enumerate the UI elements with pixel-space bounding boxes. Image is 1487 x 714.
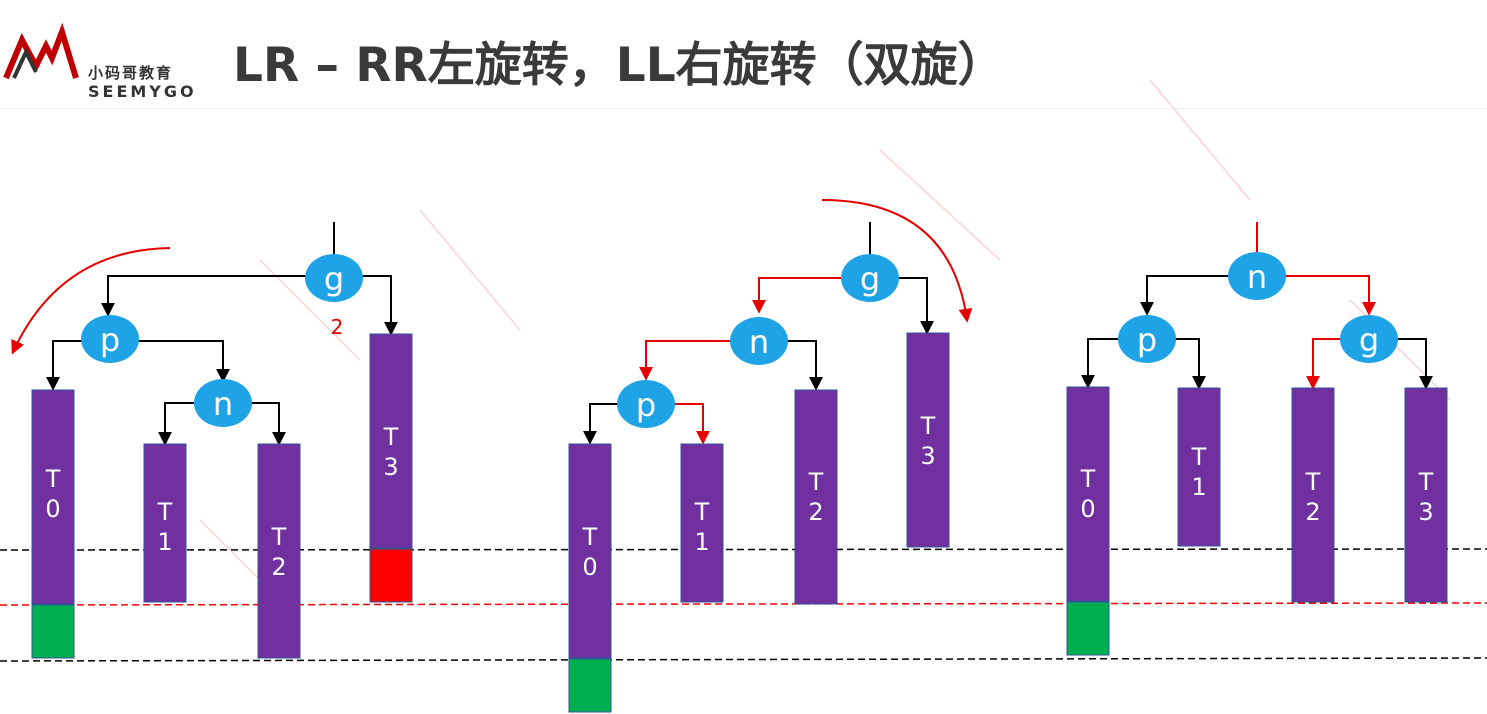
rotate-left-arrow (11, 247, 171, 355)
node-n-3 (1228, 252, 1286, 300)
edge-p-t1-3 (1175, 338, 1206, 390)
edge-n-p-3 (1140, 275, 1229, 316)
node-p-3-label: p (1137, 321, 1157, 359)
node-g (305, 254, 363, 302)
node-n (194, 379, 252, 427)
subtree-t0-2-extra (568, 658, 612, 713)
edge-g-p (101, 275, 306, 317)
edge-g-t3 (362, 275, 398, 336)
node-n-2-label: n (749, 323, 769, 361)
node-p-2-label: p (636, 386, 656, 424)
node-p-3 (1118, 315, 1176, 363)
edge-p-t0 (46, 340, 82, 391)
subtree-t1-3 (1177, 387, 1221, 547)
page-title: LR – RR左旋转，LL右旋转（双旋） (233, 38, 1005, 93)
edge-p-t0-3 (1081, 338, 1119, 389)
imbalance-factor-label: 2 (331, 315, 344, 339)
node-n-2 (730, 317, 788, 365)
logo-mark-icon (3, 22, 79, 80)
edge-p-t0-2 (583, 403, 618, 445)
node-n-3-label: n (1247, 258, 1267, 296)
node-p-2 (617, 380, 675, 428)
edge-n-t1 (158, 402, 194, 446)
level-line-bottom (0, 657, 1487, 662)
slide-header: 小码哥教育 SEEMYGO LR – RR左旋转，LL右旋转（双旋） (0, 0, 1487, 110)
logo-chinese-text: 小码哥教育 (88, 64, 174, 82)
edge-n-t2-2 (787, 340, 823, 391)
edge-n-p-2 (639, 340, 731, 381)
subtree-t2-3 (1291, 387, 1335, 603)
edge-g-t2-3 (1306, 338, 1341, 390)
subtree-t3 (369, 333, 413, 549)
subtree-t0-3 (1066, 386, 1110, 602)
node-g-3 (1340, 315, 1398, 363)
node-g-label: g (324, 260, 344, 298)
edge-n-t2 (252, 402, 286, 446)
level-line-top (0, 548, 1487, 551)
logo-brand-text: SEEMYGO (88, 82, 197, 101)
node-g-2 (841, 254, 899, 302)
node-g-2-label: g (860, 260, 880, 298)
seemygo-logo: 小码哥教育 SEEMYGO (0, 22, 215, 101)
subtree-t0-3-extra (1066, 601, 1110, 656)
node-p (81, 315, 139, 363)
watermark (199, 79, 1451, 621)
subtree-t1 (143, 443, 187, 603)
level-line-red (0, 602, 1487, 606)
edge-g-n-2 (752, 277, 842, 314)
subtree-t3-extra (369, 548, 413, 603)
subtree-t2 (257, 443, 301, 659)
subtree-t3-2 (906, 332, 950, 548)
subtree-t0-2 (568, 443, 612, 659)
edge-p-t1-2 (674, 403, 710, 445)
edge-n-g-3 (1285, 275, 1376, 316)
rotate-right-arrow (821, 199, 973, 323)
header-divider (0, 108, 1487, 109)
subtree-t0 (31, 389, 75, 605)
subtree-t0-extra (31, 604, 75, 659)
node-p-label: p (100, 321, 120, 359)
node-n-label: n (213, 385, 233, 423)
node-g-3-label: g (1359, 321, 1379, 359)
subtree-t2-2 (794, 389, 838, 605)
edge-p-n (138, 340, 230, 383)
subtree-t3-3 (1404, 387, 1448, 603)
subtree-t1-2 (680, 443, 724, 603)
edge-g-t3-2 (898, 277, 934, 335)
edge-g-t3-3 (1397, 338, 1433, 390)
